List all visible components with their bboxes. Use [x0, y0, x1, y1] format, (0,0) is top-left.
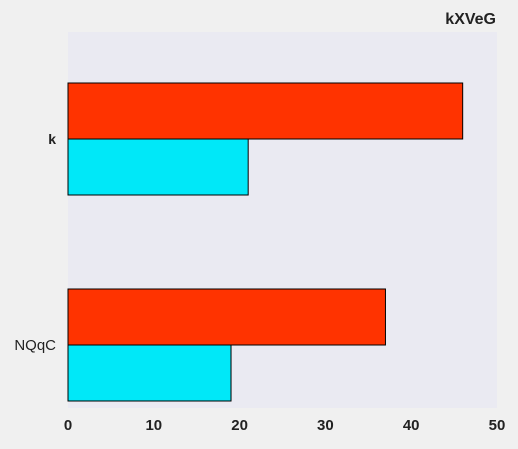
bar-k-series-1 — [67, 138, 249, 196]
chart-title: kXVeG — [445, 11, 496, 28]
bar-NQqC-series-1 — [67, 344, 232, 402]
x-tick-label-40: 40 — [403, 417, 420, 434]
x-tick-label-10: 10 — [145, 417, 162, 434]
y-tick-label-k: k — [48, 131, 56, 147]
x-tick-label-20: 20 — [231, 417, 248, 434]
bar-NQqC-series-0 — [67, 288, 386, 346]
x-tick-label-0: 0 — [64, 417, 72, 434]
x-tick-label-30: 30 — [317, 417, 334, 434]
x-axis-ticks: 0 10 20 30 40 50 — [64, 417, 506, 434]
bars-layer — [67, 82, 464, 402]
y-tick-label-NQqC: NQqC — [14, 337, 56, 354]
y-axis-ticks: k NQqC — [14, 131, 56, 354]
bar-k-series-0 — [67, 82, 464, 140]
x-tick-label-50: 50 — [489, 417, 506, 434]
